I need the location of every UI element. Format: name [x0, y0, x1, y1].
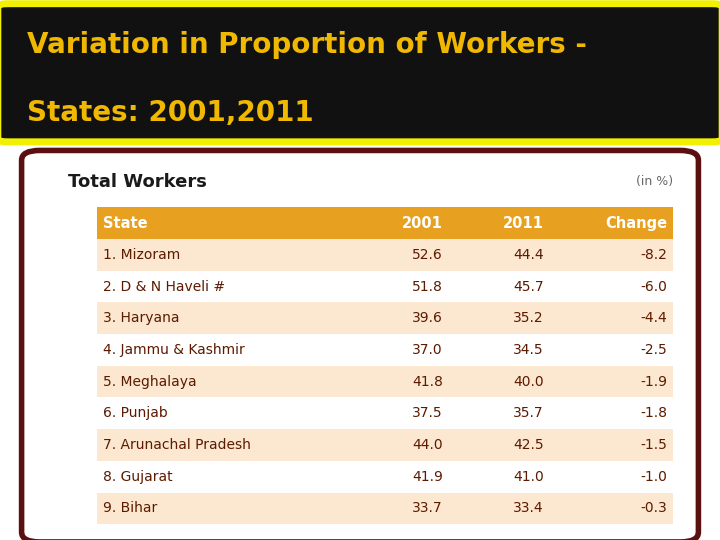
Text: 44.0: 44.0: [412, 438, 443, 452]
Bar: [449, 271, 549, 302]
Text: 8. Gujarat: 8. Gujarat: [103, 470, 173, 484]
Bar: [449, 302, 549, 334]
Text: 2. D & N Haveli #: 2. D & N Haveli #: [103, 280, 225, 294]
Bar: [549, 239, 673, 271]
Bar: [348, 239, 449, 271]
Text: (in %): (in %): [636, 176, 673, 188]
Bar: [97, 239, 348, 271]
Bar: [549, 207, 673, 239]
Text: 40.0: 40.0: [513, 375, 544, 389]
Bar: [449, 429, 549, 461]
Text: 5. Meghalaya: 5. Meghalaya: [103, 375, 197, 389]
Bar: [97, 334, 348, 366]
Bar: [348, 492, 449, 524]
Bar: [449, 207, 549, 239]
Text: 1. Mizoram: 1. Mizoram: [103, 248, 180, 262]
Bar: [449, 397, 549, 429]
Bar: [549, 271, 673, 302]
Bar: [348, 429, 449, 461]
Text: -1.0: -1.0: [641, 470, 667, 484]
Text: 37.5: 37.5: [412, 406, 443, 420]
Bar: [97, 302, 348, 334]
Bar: [348, 271, 449, 302]
Bar: [97, 461, 348, 492]
Text: 37.0: 37.0: [412, 343, 443, 357]
Bar: [549, 461, 673, 492]
Bar: [348, 397, 449, 429]
Text: Variation in Proportion of Workers -: Variation in Proportion of Workers -: [27, 31, 588, 58]
Text: -6.0: -6.0: [641, 280, 667, 294]
Bar: [97, 492, 348, 524]
Text: 7. Arunachal Pradesh: 7. Arunachal Pradesh: [103, 438, 251, 452]
Text: 41.9: 41.9: [412, 470, 443, 484]
Text: -4.4: -4.4: [641, 311, 667, 325]
Text: State: State: [103, 215, 148, 231]
Bar: [348, 302, 449, 334]
Text: 39.6: 39.6: [412, 311, 443, 325]
Bar: [449, 492, 549, 524]
Text: -1.5: -1.5: [641, 438, 667, 452]
Text: -1.8: -1.8: [641, 406, 667, 420]
Text: States: 2001,2011: States: 2001,2011: [27, 99, 314, 127]
Bar: [549, 366, 673, 397]
Text: 33.7: 33.7: [412, 502, 443, 516]
Text: 41.8: 41.8: [412, 375, 443, 389]
Bar: [549, 429, 673, 461]
Bar: [449, 461, 549, 492]
Text: Change: Change: [606, 215, 667, 231]
Bar: [97, 429, 348, 461]
FancyBboxPatch shape: [22, 151, 698, 540]
Text: 42.5: 42.5: [513, 438, 544, 452]
Text: -1.9: -1.9: [641, 375, 667, 389]
Text: 33.4: 33.4: [513, 502, 544, 516]
Text: -8.2: -8.2: [641, 248, 667, 262]
Bar: [549, 397, 673, 429]
Text: 2001: 2001: [402, 215, 443, 231]
Text: 41.0: 41.0: [513, 470, 544, 484]
Bar: [549, 302, 673, 334]
Text: 35.2: 35.2: [513, 311, 544, 325]
Bar: [449, 334, 549, 366]
Bar: [97, 271, 348, 302]
Text: 6. Punjab: 6. Punjab: [103, 406, 168, 420]
Bar: [97, 366, 348, 397]
Text: 34.5: 34.5: [513, 343, 544, 357]
Text: 51.8: 51.8: [412, 280, 443, 294]
Bar: [549, 334, 673, 366]
Text: -2.5: -2.5: [641, 343, 667, 357]
Bar: [348, 461, 449, 492]
Text: -0.3: -0.3: [641, 502, 667, 516]
Bar: [348, 207, 449, 239]
Text: 44.4: 44.4: [513, 248, 544, 262]
Bar: [449, 239, 549, 271]
Bar: [449, 366, 549, 397]
Text: 35.7: 35.7: [513, 406, 544, 420]
Text: 4. Jammu & Kashmir: 4. Jammu & Kashmir: [103, 343, 245, 357]
Text: 2011: 2011: [503, 215, 544, 231]
Bar: [97, 397, 348, 429]
Text: Total Workers: Total Workers: [68, 173, 207, 191]
Text: 45.7: 45.7: [513, 280, 544, 294]
FancyBboxPatch shape: [0, 4, 720, 142]
Text: 9. Bihar: 9. Bihar: [103, 502, 157, 516]
Bar: [549, 492, 673, 524]
Bar: [348, 366, 449, 397]
Text: 52.6: 52.6: [412, 248, 443, 262]
Bar: [97, 207, 348, 239]
Text: 3. Haryana: 3. Haryana: [103, 311, 179, 325]
Bar: [348, 334, 449, 366]
